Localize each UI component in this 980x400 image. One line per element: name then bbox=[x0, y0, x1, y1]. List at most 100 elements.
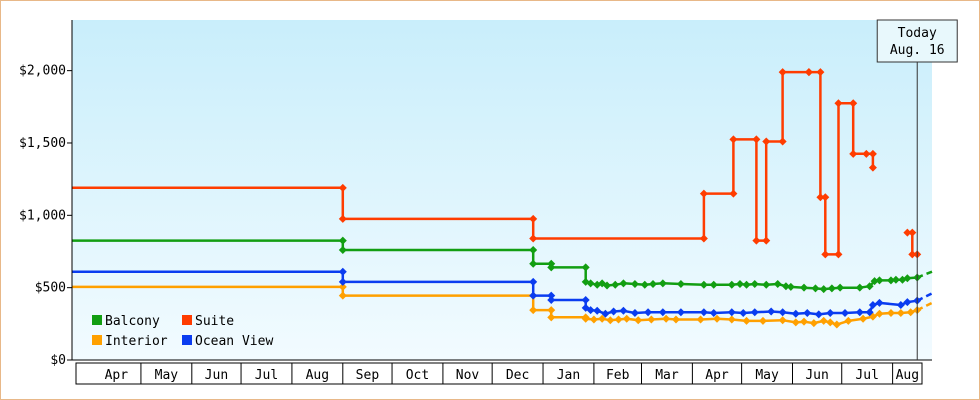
suite-point bbox=[762, 137, 771, 146]
interior-point bbox=[671, 315, 680, 324]
x-tick-label: Mar bbox=[655, 368, 679, 383]
suite-point bbox=[862, 149, 871, 158]
interior-point bbox=[809, 319, 818, 328]
x-tick-label: May bbox=[155, 368, 179, 383]
balcony-point bbox=[742, 280, 751, 289]
balcony-point bbox=[648, 280, 657, 289]
interior-point bbox=[791, 318, 800, 327]
balcony-point bbox=[619, 279, 628, 288]
y-tick-label: $2,000 bbox=[19, 64, 66, 79]
ocean-view-point bbox=[709, 308, 718, 317]
x-tick-label: Jan bbox=[557, 368, 580, 383]
balcony-point bbox=[727, 280, 736, 289]
series-layer bbox=[72, 68, 933, 329]
ocean-view-point bbox=[750, 308, 759, 317]
ocean-view-point bbox=[529, 277, 538, 286]
interior-point bbox=[338, 291, 347, 300]
suite-point bbox=[908, 228, 917, 237]
interior-point bbox=[758, 316, 767, 325]
balcony-point bbox=[870, 277, 879, 286]
x-tick-label: Aug bbox=[306, 368, 329, 383]
plot-background bbox=[72, 20, 932, 360]
interior-forecast-line bbox=[916, 301, 933, 312]
suite-point bbox=[778, 137, 787, 146]
balcony-point bbox=[658, 279, 667, 288]
balcony-point bbox=[586, 279, 595, 288]
ocean-view-point bbox=[814, 310, 823, 319]
axis-layer: $0 $500 $1,000 $1,500 $2,000 Apr May Jun Jul Aug S… bbox=[19, 20, 932, 385]
balcony-point bbox=[603, 281, 612, 290]
ocean-view-point bbox=[841, 308, 850, 317]
interior-point bbox=[634, 316, 643, 325]
ocean-view-point bbox=[803, 308, 812, 317]
ocean-view-point bbox=[601, 309, 610, 318]
x-tick-label: Oct bbox=[406, 368, 429, 383]
balcony-point bbox=[903, 274, 912, 283]
suite-point bbox=[816, 68, 825, 77]
ocean-view-point bbox=[739, 308, 748, 317]
interior-point bbox=[859, 314, 868, 323]
suite-point bbox=[338, 183, 347, 192]
ocean-view-point bbox=[676, 308, 685, 317]
balcony-point bbox=[762, 280, 771, 289]
ocean-view-point bbox=[868, 301, 877, 310]
x-tick-label: Jun bbox=[205, 368, 228, 383]
ocean-view-point bbox=[767, 307, 776, 316]
balcony-forecast-line bbox=[916, 270, 933, 279]
interior-point bbox=[696, 315, 705, 324]
interior-point bbox=[826, 318, 835, 327]
ocean-view-point bbox=[593, 306, 602, 315]
ocean-view-point bbox=[903, 298, 912, 307]
legend-swatch-interior bbox=[92, 335, 102, 345]
today-box bbox=[876, 19, 958, 63]
suite-point bbox=[908, 250, 917, 259]
balcony-point bbox=[581, 263, 590, 272]
x-tick-label: Aug bbox=[896, 368, 919, 383]
ocean-view-point bbox=[338, 277, 347, 286]
suite-point bbox=[752, 135, 761, 144]
interior-point bbox=[906, 308, 915, 317]
today-date-label: Aug. 16 bbox=[890, 43, 945, 58]
interior-point bbox=[547, 306, 556, 315]
series-interior bbox=[72, 282, 933, 329]
suite-point bbox=[868, 163, 877, 172]
month-band bbox=[75, 362, 923, 385]
balcony-point bbox=[811, 284, 820, 293]
ocean-view-point bbox=[547, 295, 556, 304]
ocean-view-point bbox=[644, 308, 653, 317]
interior-point bbox=[713, 314, 721, 323]
balcony-point bbox=[338, 236, 347, 245]
balcony-point bbox=[611, 280, 620, 289]
suite-point bbox=[821, 193, 830, 202]
balcony-point bbox=[773, 280, 782, 289]
y-tick-label: $0 bbox=[50, 353, 66, 368]
x-tick-label: Sep bbox=[356, 368, 380, 383]
x-tick-label: Jul bbox=[855, 368, 878, 383]
suite-point bbox=[816, 193, 825, 202]
y-tick-label: $1,500 bbox=[19, 136, 66, 151]
legend-label-suite: Suite bbox=[195, 314, 234, 329]
x-tick-label: Jul bbox=[255, 368, 278, 383]
suite-point bbox=[778, 68, 787, 77]
legend-swatch-balcony bbox=[92, 315, 102, 325]
suite-point bbox=[821, 250, 830, 259]
interior-point bbox=[614, 315, 623, 324]
balcony-point bbox=[865, 282, 874, 291]
y-tick-label: $1,000 bbox=[19, 208, 66, 223]
balcony-point bbox=[338, 246, 347, 255]
balcony-point bbox=[699, 280, 708, 289]
ocean-view-point bbox=[727, 308, 736, 317]
suite-point bbox=[804, 68, 813, 77]
interior-point bbox=[647, 315, 656, 324]
interior-point bbox=[819, 316, 828, 325]
interior-point bbox=[742, 316, 751, 325]
balcony-point bbox=[786, 282, 795, 291]
balcony-point bbox=[735, 280, 744, 289]
ocean-view-point bbox=[778, 308, 787, 317]
y-tick-label: $500 bbox=[35, 281, 66, 296]
suite-point bbox=[699, 189, 708, 198]
x-tick-label: May bbox=[755, 368, 779, 383]
ocean-view-point bbox=[581, 295, 590, 304]
interior-point bbox=[799, 317, 808, 326]
suite-point bbox=[903, 228, 912, 237]
